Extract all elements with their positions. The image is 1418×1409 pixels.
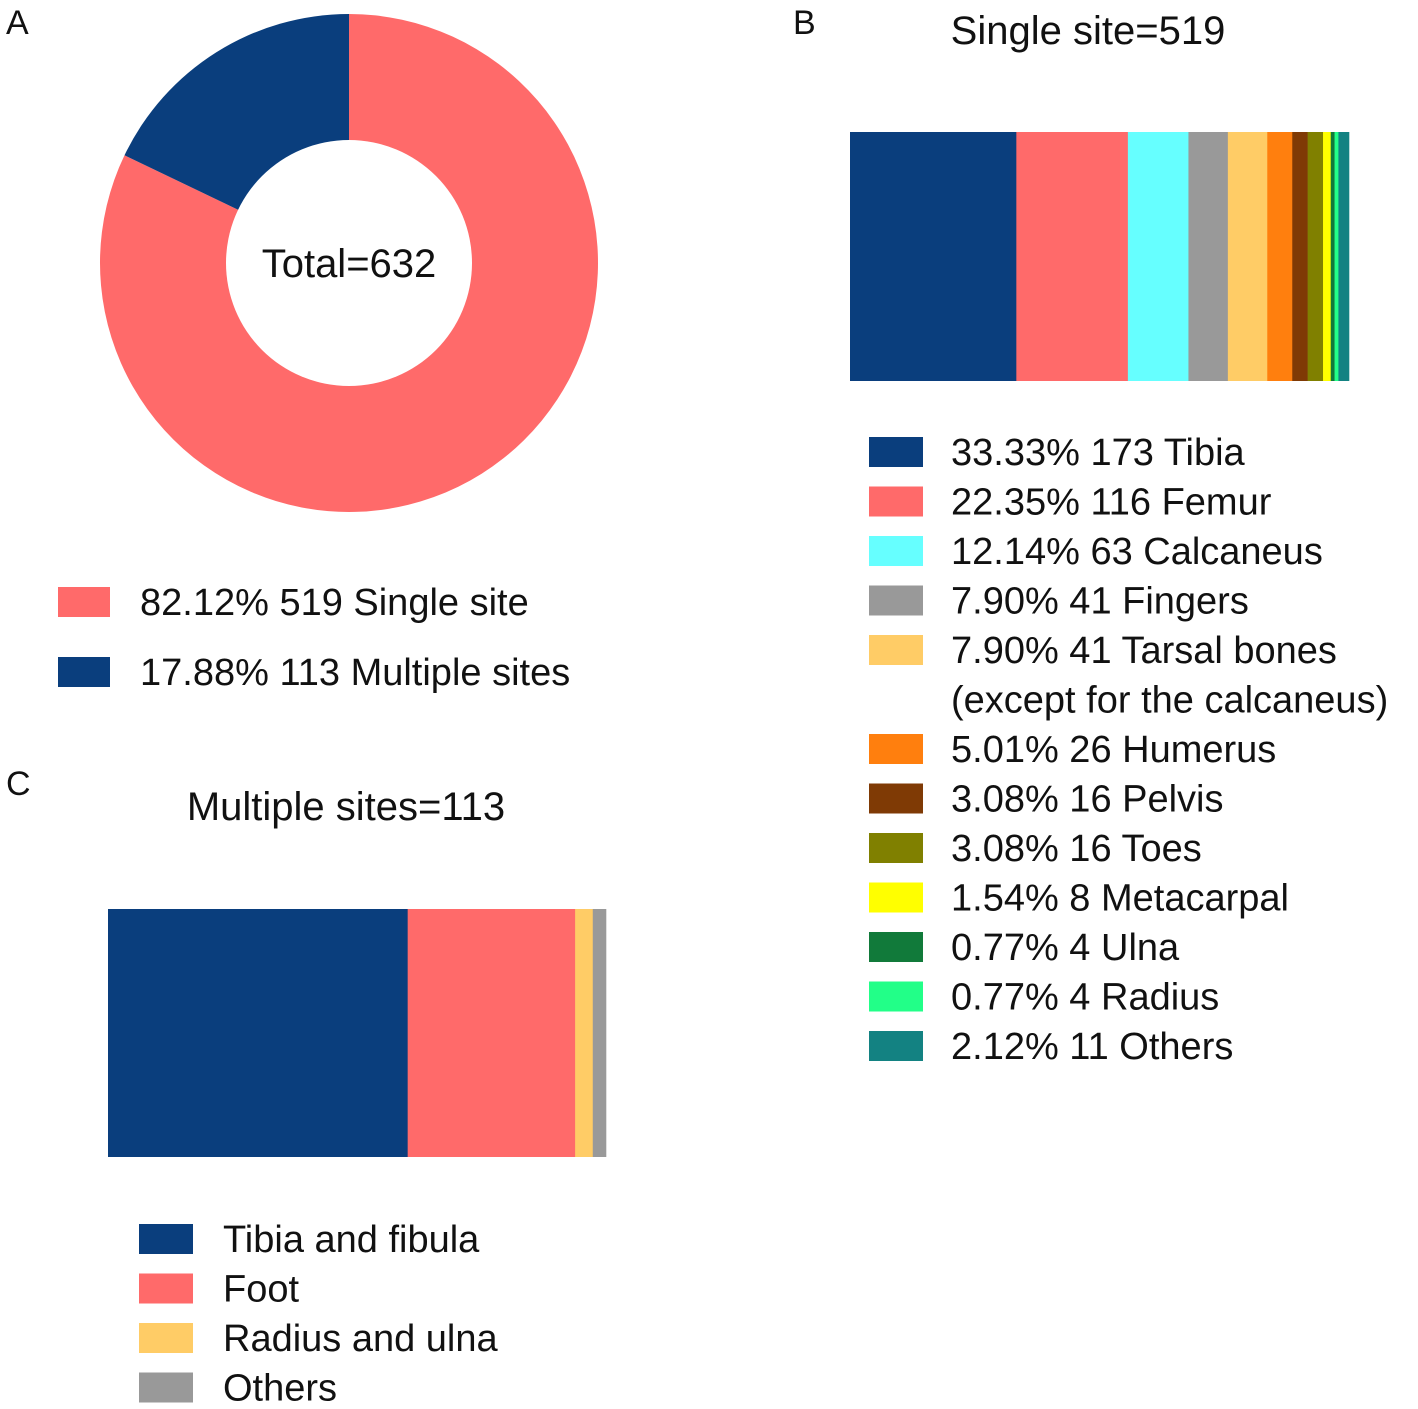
legend-c-swatch-foot bbox=[139, 1273, 193, 1304]
panel-letter-c: C bbox=[6, 765, 31, 803]
legend-b-label-tarsal-bones-line2: (except for the calcaneus) bbox=[951, 680, 1388, 722]
legend-b-label-others: 2.12% 11 Others bbox=[951, 1026, 1233, 1068]
stacked-bar-b bbox=[850, 132, 1350, 381]
legend-c-label-others: Others bbox=[223, 1368, 337, 1409]
legend-b-swatch-others bbox=[869, 1031, 923, 1061]
legend-b-swatch-toes bbox=[869, 833, 923, 863]
legend-c-swatch-others bbox=[139, 1372, 193, 1403]
legend-c-label-radius-and-ulna: Radius and ulna bbox=[223, 1318, 499, 1360]
legend-b-swatch-fingers bbox=[869, 585, 923, 616]
legend-b-swatch-tarsal-bones bbox=[869, 635, 923, 665]
legend-b: 33.33% 173 Tibia 22.35% 116 Femur 12.14% 6… bbox=[869, 432, 1388, 1068]
legend-c: Tibia and fibula Foot Radius and ulna Other… bbox=[139, 1219, 499, 1409]
legend-b-swatch-femur bbox=[869, 486, 923, 517]
legend-b-swatch-tibia bbox=[869, 437, 923, 467]
bar-c-segment-radius-and-ulna bbox=[575, 909, 594, 1157]
bar-c-segment-foot bbox=[407, 909, 576, 1157]
bar-b-segment-tibia bbox=[850, 132, 1017, 381]
bar-b-segment-femur bbox=[1016, 132, 1129, 381]
bar-b-segment-calcaneus bbox=[1127, 132, 1189, 381]
legend-b-label-ulna: 0.77% 4 Ulna bbox=[951, 927, 1180, 969]
legend-a-swatch-multiple-sites bbox=[58, 657, 110, 687]
legend-b-label-femur: 22.35% 116 Femur bbox=[951, 482, 1272, 524]
legend-b-label-humerus: 5.01% 26 Humerus bbox=[951, 729, 1276, 771]
bar-b-segment-radius bbox=[1334, 132, 1339, 381]
donut-center-label: Total=632 bbox=[262, 242, 437, 286]
legend-a: 82.12% 519 Single site 17.88% 113 Multipl… bbox=[58, 582, 570, 694]
chart-title-c: Multiple sites=113 bbox=[187, 785, 505, 829]
bar-c-segment-others bbox=[592, 909, 607, 1157]
chart-title-b: Single site=519 bbox=[951, 9, 1226, 53]
bar-b-segment-fingers bbox=[1188, 132, 1229, 381]
panel-a: A Total=632 82.12% 519 Single site 17.88%… bbox=[6, 4, 599, 694]
legend-a-label-single-site: 82.12% 519 Single site bbox=[140, 582, 529, 624]
legend-b-label-pelvis: 3.08% 16 Pelvis bbox=[951, 779, 1224, 821]
legend-c-label-tibia-and-fibula: Tibia and fibula bbox=[223, 1219, 480, 1261]
legend-b-label-calcaneus: 12.14% 63 Calcaneus bbox=[951, 531, 1323, 573]
bar-b-segment-tarsal-bones bbox=[1227, 132, 1268, 381]
legend-b-label-fingers: 7.90% 41 Fingers bbox=[951, 581, 1249, 623]
legend-a-label-multiple-sites: 17.88% 113 Multiple sites bbox=[140, 652, 570, 694]
bar-c-segment-tibia-and-fibula bbox=[108, 909, 408, 1157]
legend-b-swatch-metacarpal bbox=[869, 882, 923, 913]
legend-b-label-toes: 3.08% 16 Toes bbox=[951, 828, 1202, 870]
legend-b-swatch-pelvis bbox=[869, 783, 923, 814]
bar-b-segment-toes bbox=[1307, 132, 1324, 381]
legend-b-swatch-ulna bbox=[869, 932, 923, 962]
bar-b-segment-others bbox=[1338, 132, 1350, 381]
panel-letter-a: A bbox=[6, 4, 29, 42]
donut-hole bbox=[226, 140, 472, 386]
legend-a-swatch-single-site bbox=[58, 587, 110, 617]
panel-letter-b: B bbox=[793, 4, 816, 42]
legend-b-label-radius: 0.77% 4 Radius bbox=[951, 977, 1219, 1019]
panel-b: B Single site=519 33.33% 173 Tibia 22.35%… bbox=[793, 4, 1388, 1068]
bar-b-segment-humerus bbox=[1267, 132, 1293, 381]
legend-b-label-metacarpal: 1.54% 8 Metacarpal bbox=[951, 878, 1289, 920]
bar-b-segment-metacarpal bbox=[1323, 132, 1332, 381]
legend-b-swatch-radius bbox=[869, 981, 923, 1012]
bar-b-segment-pelvis bbox=[1292, 132, 1308, 381]
legend-b-label-tibia: 33.33% 173 Tibia bbox=[951, 432, 1246, 474]
legend-b-swatch-calcaneus bbox=[869, 536, 923, 566]
legend-c-label-foot: Foot bbox=[223, 1269, 299, 1311]
stacked-bar-c bbox=[108, 909, 607, 1157]
legend-c-swatch-tibia-and-fibula bbox=[139, 1224, 193, 1254]
panel-c: C Multiple sites=113 Tibia and fibula Foo… bbox=[6, 765, 607, 1409]
legend-c-swatch-radius-and-ulna bbox=[139, 1323, 193, 1353]
legend-b-swatch-humerus bbox=[869, 734, 923, 764]
legend-b-label-tarsal-bones: 7.90% 41 Tarsal bones bbox=[951, 630, 1337, 672]
bar-b-segment-ulna bbox=[1330, 132, 1335, 381]
